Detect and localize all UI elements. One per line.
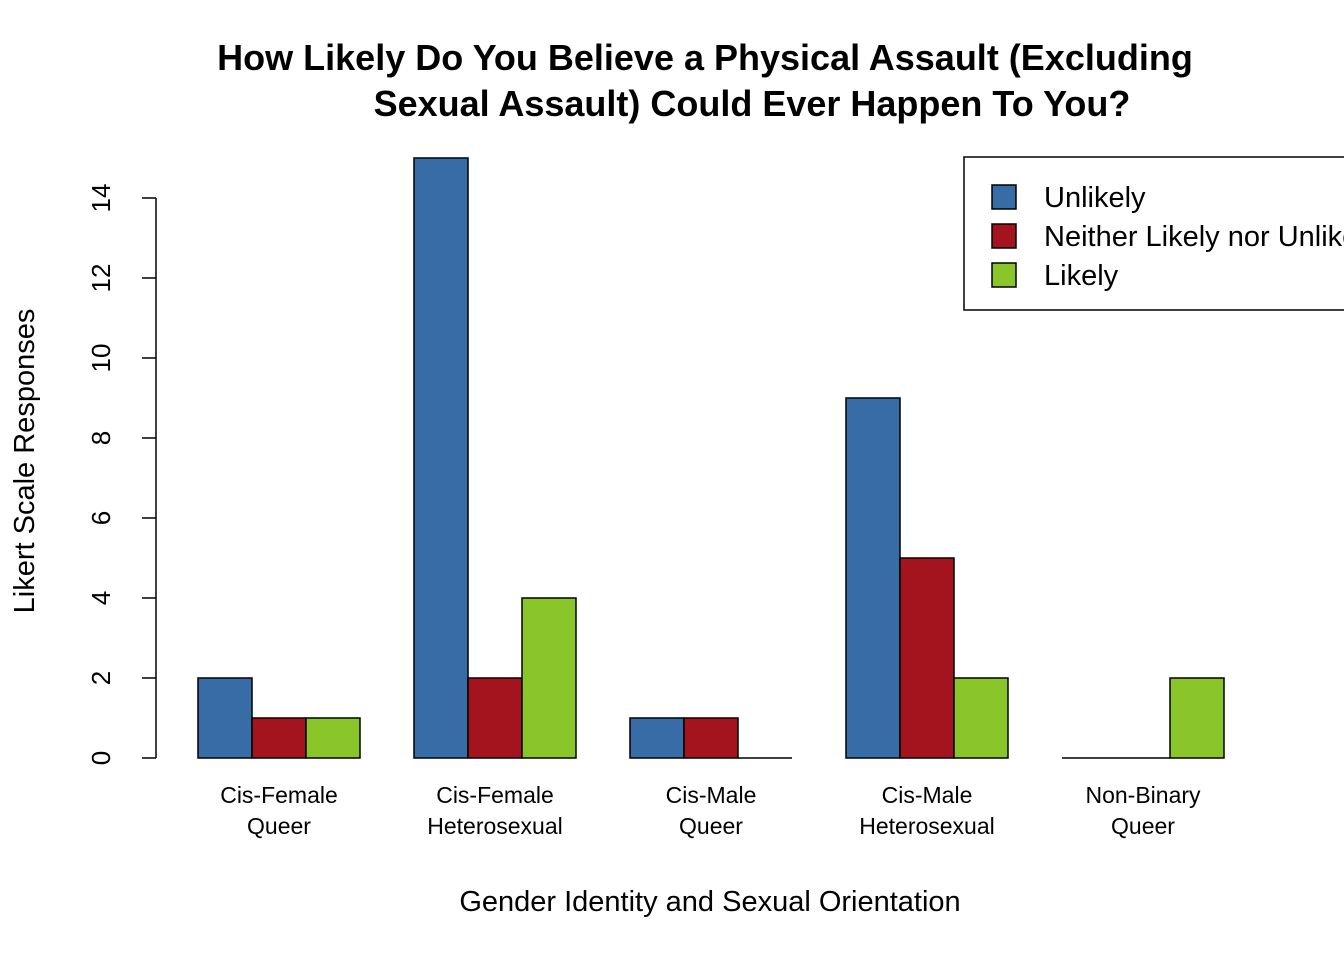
chart-title: How Likely Do You Believe a Physical Ass… [217, 37, 1193, 124]
bars [197, 157, 1225, 759]
legend-label: Unlikely [1044, 182, 1146, 214]
x-category-label: Cis-Female [436, 782, 554, 808]
bar [251, 717, 307, 759]
bar [197, 677, 253, 759]
x-category-label: Cis-Male [666, 782, 757, 808]
x-category-label: Queer [247, 813, 311, 839]
legend-swatch [991, 223, 1017, 249]
y-axis: 0 2 4 6 8 10 12 14 [86, 184, 157, 765]
y-tick-label: 14 [86, 184, 116, 213]
bar [953, 677, 1009, 759]
legend-swatch [991, 262, 1017, 288]
y-tick-label: 2 [86, 671, 116, 685]
y-tick-label: 10 [86, 344, 116, 373]
legend-label: Likely [1044, 260, 1119, 292]
x-axis-category-labels: Cis-Female Queer Cis-Female Heterosexual Cis… [220, 782, 1201, 839]
y-tick-label: 0 [86, 751, 116, 765]
chart-title-line-1: How Likely Do You Believe a Physical Ass… [217, 37, 1193, 78]
y-tick-label: 4 [86, 591, 116, 605]
legend-label: Neither Likely nor Unlikely [1044, 221, 1344, 253]
y-tick-label: 6 [86, 511, 116, 525]
bar [899, 557, 955, 759]
x-category-label: Queer [679, 813, 743, 839]
bar [1169, 677, 1225, 759]
bar [467, 677, 523, 759]
bar [413, 157, 469, 759]
y-tick-label: 8 [86, 431, 116, 445]
chart-title-line-2: Sexual Assault) Could Ever Happen To You… [374, 83, 1131, 124]
x-category-label: Heterosexual [427, 813, 563, 839]
legend: Unlikely Neither Likely nor Unlikely Likel… [963, 156, 1344, 311]
x-category-label: Non-Binary [1085, 782, 1201, 808]
x-category-label: Queer [1111, 813, 1175, 839]
legend-box [963, 156, 1344, 311]
y-axis-label: Likert Scale Responses [9, 309, 41, 614]
x-category-label: Heterosexual [859, 813, 995, 839]
bar [305, 717, 361, 759]
bar [629, 717, 685, 759]
bar [521, 597, 577, 759]
bar [683, 717, 739, 759]
x-axis-label: Gender Identity and Sexual Orientation [459, 886, 960, 918]
y-tick-label: 12 [86, 264, 116, 293]
x-category-label: Cis-Male [882, 782, 973, 808]
bar [845, 397, 901, 759]
x-category-label: Cis-Female [220, 782, 338, 808]
legend-swatch [991, 184, 1017, 210]
